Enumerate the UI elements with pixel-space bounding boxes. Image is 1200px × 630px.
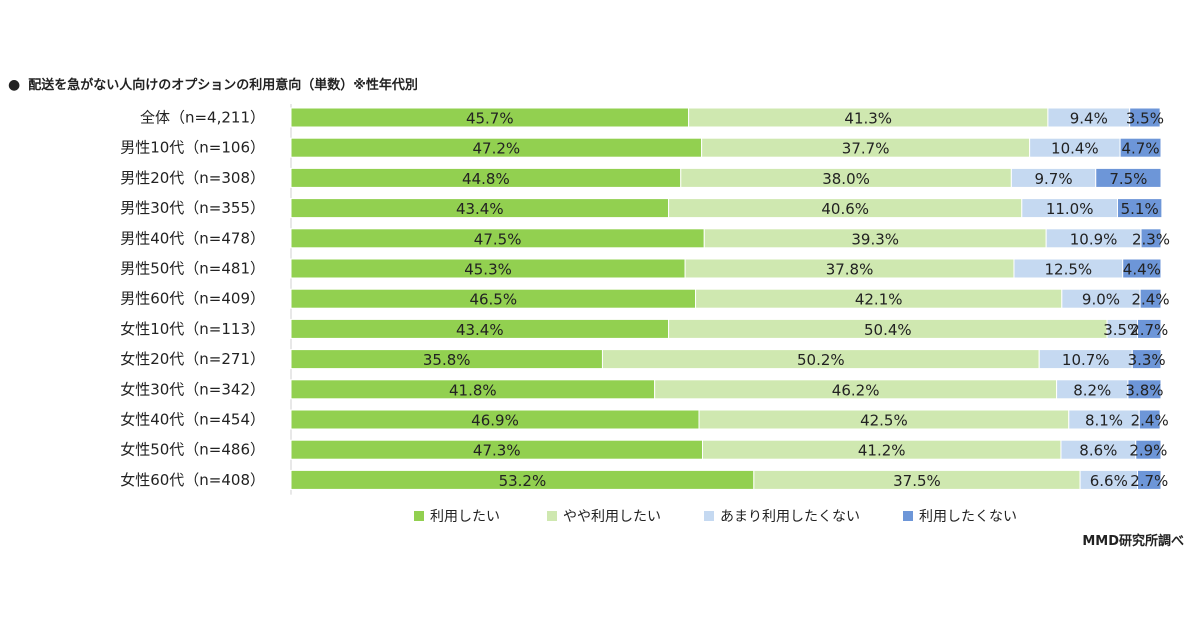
- data-label: 9.7%: [1035, 170, 1073, 188]
- legend-item: 利用したくない: [903, 506, 1017, 526]
- stacked-bar-chart: 全体（n=4,211） 45.7% 41.3% 9.4% 3.5% 男性10代（n=106…: [120, 104, 1170, 495]
- data-label: 10.4%: [1051, 140, 1099, 158]
- category-label: 男性30代（n=355）: [120, 199, 265, 217]
- data-label: 2.3%: [1132, 230, 1170, 248]
- data-label: 3.3%: [1128, 351, 1166, 369]
- legend-swatch: [704, 511, 714, 521]
- data-label: 12.5%: [1045, 261, 1093, 279]
- data-label: 43.4%: [456, 321, 504, 339]
- legend-label: やや利用したい: [563, 509, 661, 525]
- data-label: 42.1%: [855, 291, 903, 309]
- data-label: 44.8%: [462, 170, 510, 188]
- legend-label: あまり利用したくない: [720, 509, 860, 525]
- category-label: 男性10代（n=106）: [120, 139, 265, 157]
- data-label: 41.8%: [449, 381, 497, 399]
- legend-item: 利用したい: [414, 506, 500, 526]
- data-label: 2.7%: [1130, 472, 1168, 490]
- category-label: 男性50代（n=481）: [120, 260, 265, 278]
- data-label: 46.5%: [469, 291, 517, 309]
- legend-item: あまり利用したくない: [704, 506, 860, 526]
- data-label: 37.7%: [842, 140, 890, 158]
- category-label: 全体（n=4,211）: [140, 109, 265, 127]
- category-label: 女性50代（n=486）: [120, 441, 265, 459]
- category-label: 女性20代（n=271）: [120, 350, 265, 368]
- legend-label: 利用したくない: [919, 509, 1017, 525]
- data-label: 8.1%: [1085, 412, 1123, 430]
- data-label: 6.6%: [1090, 472, 1128, 490]
- data-label: 3.5%: [1103, 321, 1141, 339]
- bar-segment: [1131, 349, 1162, 370]
- source-credit: MMD研究所調べ: [1082, 534, 1184, 549]
- data-label: 2.7%: [1130, 321, 1168, 339]
- category-label: 女性30代（n=342）: [120, 380, 265, 398]
- category-label: 女性60代（n=408）: [120, 471, 265, 489]
- data-label: 47.2%: [472, 140, 520, 158]
- data-label: 39.3%: [851, 230, 899, 248]
- category-label: 女性40代（n=454）: [120, 411, 265, 429]
- chart-title-text: 配送を急がない人向けのオプションの利用意向（単数）※性年代別: [28, 78, 418, 93]
- data-label: 9.0%: [1082, 291, 1120, 309]
- bar-segment: [1119, 137, 1162, 158]
- data-label: 41.3%: [844, 110, 892, 128]
- category-label: 女性10代（n=113）: [120, 320, 265, 338]
- data-label: 40.6%: [821, 200, 869, 218]
- data-label: 45.3%: [464, 261, 512, 279]
- data-label: 53.2%: [499, 472, 547, 490]
- bar-segment: [1137, 469, 1162, 490]
- legend-item: やや利用したい: [547, 506, 661, 526]
- bar-segment: [1095, 167, 1162, 188]
- data-label: 8.6%: [1079, 442, 1117, 460]
- data-label: 5.1%: [1121, 200, 1159, 218]
- data-label: 45.7%: [466, 110, 514, 128]
- bar-segment: [1137, 318, 1162, 339]
- chart-legend: 利用したい やや利用したい あまり利用したくない 利用したくない: [0, 506, 1200, 526]
- category-label: 男性60代（n=409）: [120, 290, 265, 308]
- data-label: 3.8%: [1125, 381, 1163, 399]
- data-label: 46.2%: [832, 381, 880, 399]
- chart-title: ● 配送を急がない人向けのオプションの利用意向（単数）※性年代別: [8, 74, 418, 93]
- title-bullet: ●: [8, 77, 21, 93]
- bar-segment: [1122, 258, 1162, 279]
- data-label: 4.7%: [1122, 140, 1160, 158]
- data-label: 47.3%: [473, 442, 521, 460]
- bar-segment: [1138, 409, 1161, 430]
- data-label: 3.5%: [1126, 110, 1164, 128]
- data-label: 4.4%: [1123, 261, 1161, 279]
- bar-segment: [1127, 379, 1162, 400]
- legend-label: 利用したい: [430, 509, 500, 525]
- category-label: 男性40代（n=478）: [120, 229, 265, 247]
- data-label: 2.4%: [1132, 291, 1170, 309]
- category-label: 男性20代（n=308）: [120, 169, 265, 187]
- data-label: 38.0%: [822, 170, 870, 188]
- data-label: 43.4%: [456, 200, 504, 218]
- bar-segment: [1117, 198, 1163, 219]
- data-label: 10.9%: [1070, 230, 1118, 248]
- data-label: 37.5%: [893, 472, 941, 490]
- data-label: 35.8%: [423, 351, 471, 369]
- data-label: 50.2%: [797, 351, 845, 369]
- data-label: 7.5%: [1109, 170, 1147, 188]
- data-label: 2.9%: [1129, 442, 1167, 460]
- bar-segment: [1135, 439, 1162, 460]
- bar-segment: [1129, 107, 1161, 128]
- data-label: 8.2%: [1073, 381, 1111, 399]
- legend-swatch: [547, 511, 557, 521]
- data-label: 2.4%: [1131, 412, 1169, 430]
- data-label: 9.4%: [1070, 110, 1108, 128]
- data-label: 50.4%: [864, 321, 912, 339]
- data-label: 37.8%: [826, 261, 874, 279]
- data-label: 42.5%: [860, 412, 908, 430]
- data-label: 10.7%: [1062, 351, 1110, 369]
- data-label: 46.9%: [471, 412, 519, 430]
- data-label: 11.0%: [1046, 200, 1094, 218]
- legend-swatch: [903, 511, 913, 521]
- data-label: 47.5%: [474, 230, 522, 248]
- bar-segment: [1139, 288, 1162, 309]
- legend-swatch: [414, 511, 424, 521]
- bar-segment: [1140, 228, 1162, 249]
- data-label: 41.2%: [858, 442, 906, 460]
